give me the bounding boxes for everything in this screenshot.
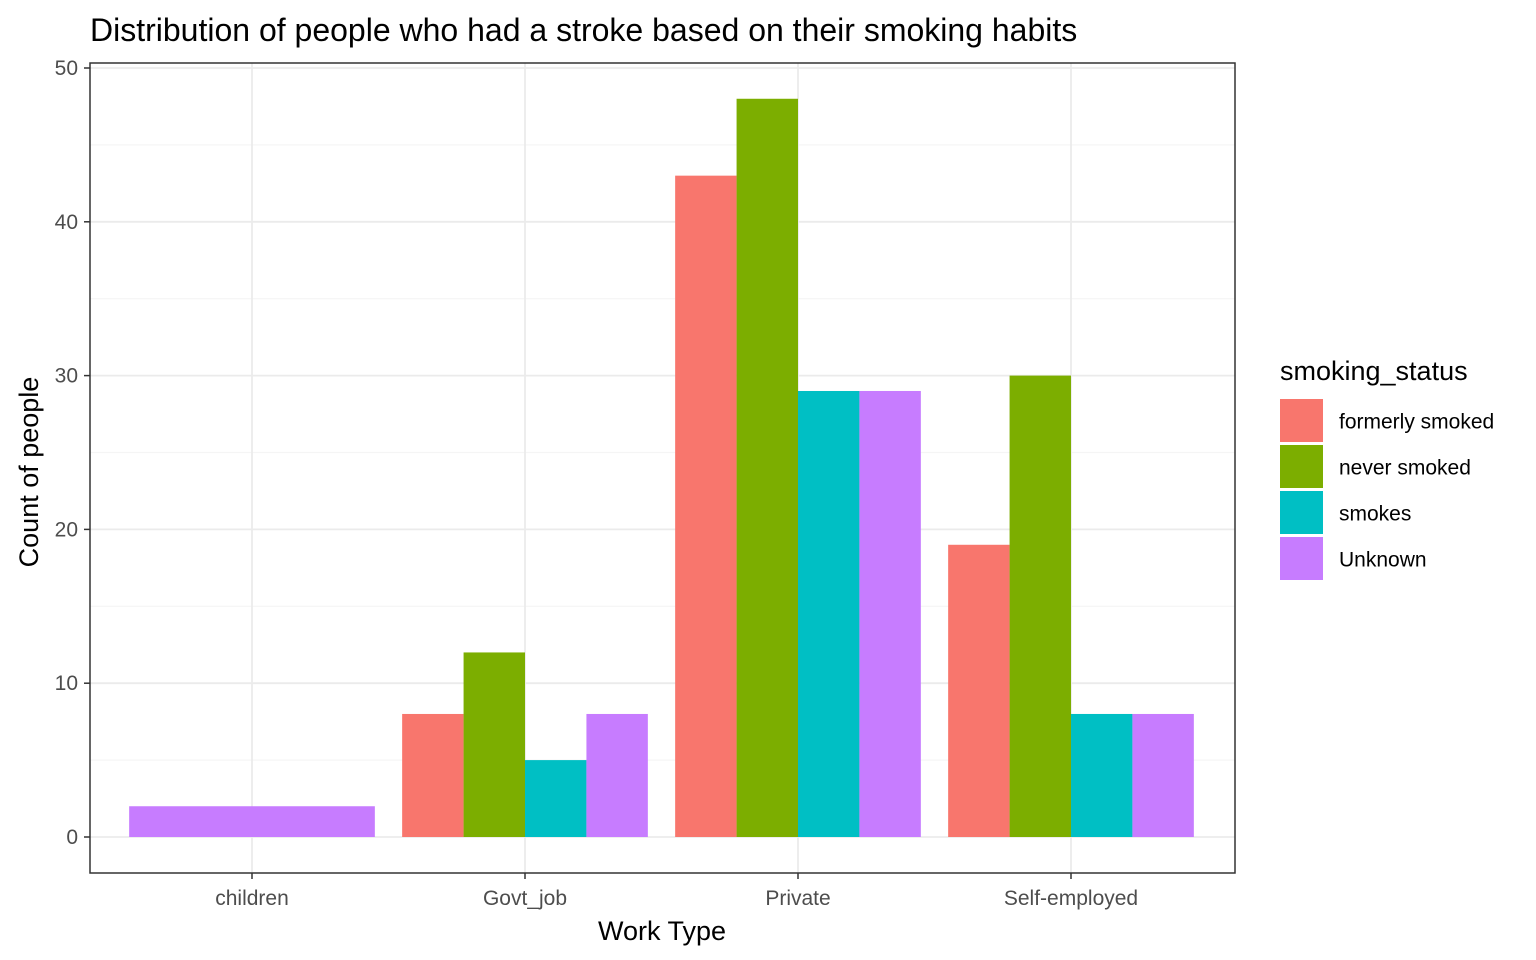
legend-label: never smoked xyxy=(1339,457,1471,480)
bar-private-smokes xyxy=(798,390,860,837)
bar-govt-job-formerly-smoked xyxy=(402,713,464,837)
bar-private-formerly-smoked xyxy=(675,175,737,837)
bar-self-employed-unknown xyxy=(1132,713,1194,837)
legend-key-smokes xyxy=(1280,491,1323,534)
x-tick-label: Private xyxy=(765,887,830,910)
plot-panel xyxy=(89,62,1236,874)
bar-private-never-smoked xyxy=(736,98,798,837)
y-tick-label: 0 xyxy=(66,826,78,849)
legend-items: formerly smoked never smoked smokes Unknown xyxy=(1280,399,1494,580)
y-tick-label: 40 xyxy=(55,211,78,234)
x-tick-label: children xyxy=(215,887,289,910)
panel-border xyxy=(89,62,1236,874)
y-tick-label: 50 xyxy=(55,57,78,80)
bar-children-unknown xyxy=(129,806,375,837)
bar-private-unknown xyxy=(859,390,921,837)
y-tick-label: 30 xyxy=(55,365,78,388)
x-tick-label: Self-employed xyxy=(1004,887,1138,910)
bar-govt-job-smokes xyxy=(525,760,587,837)
x-axis: children Govt_job Private Self-employed xyxy=(215,873,1138,910)
y-axis-title: Count of people xyxy=(14,377,44,568)
legend: smoking_status formerly smoked never smok… xyxy=(1280,356,1494,580)
x-tick-label: Govt_job xyxy=(483,887,567,910)
legend-key-unknown xyxy=(1280,537,1323,580)
y-tick-label: 20 xyxy=(55,518,78,541)
y-axis: 0 10 20 30 40 50 xyxy=(55,57,90,849)
bars-layer xyxy=(129,98,1194,837)
bar-govt-job-unknown xyxy=(586,713,648,837)
legend-label: smokes xyxy=(1339,503,1411,526)
y-tick-label: 10 xyxy=(55,672,78,695)
legend-label: formerly smoked xyxy=(1339,411,1494,434)
legend-key-formerly-smoked xyxy=(1280,399,1323,442)
bar-govt-job-never-smoked xyxy=(463,652,525,837)
legend-key-never-smoked xyxy=(1280,445,1323,488)
bar-self-employed-never-smoked xyxy=(1009,375,1071,837)
bar-self-employed-formerly-smoked xyxy=(948,544,1010,837)
x-axis-title: Work Type xyxy=(598,916,726,946)
legend-title: smoking_status xyxy=(1280,356,1468,386)
chart-title: Distribution of people who had a stroke … xyxy=(90,12,1077,48)
bar-self-employed-smokes xyxy=(1071,713,1133,837)
legend-label: Unknown xyxy=(1339,549,1427,572)
